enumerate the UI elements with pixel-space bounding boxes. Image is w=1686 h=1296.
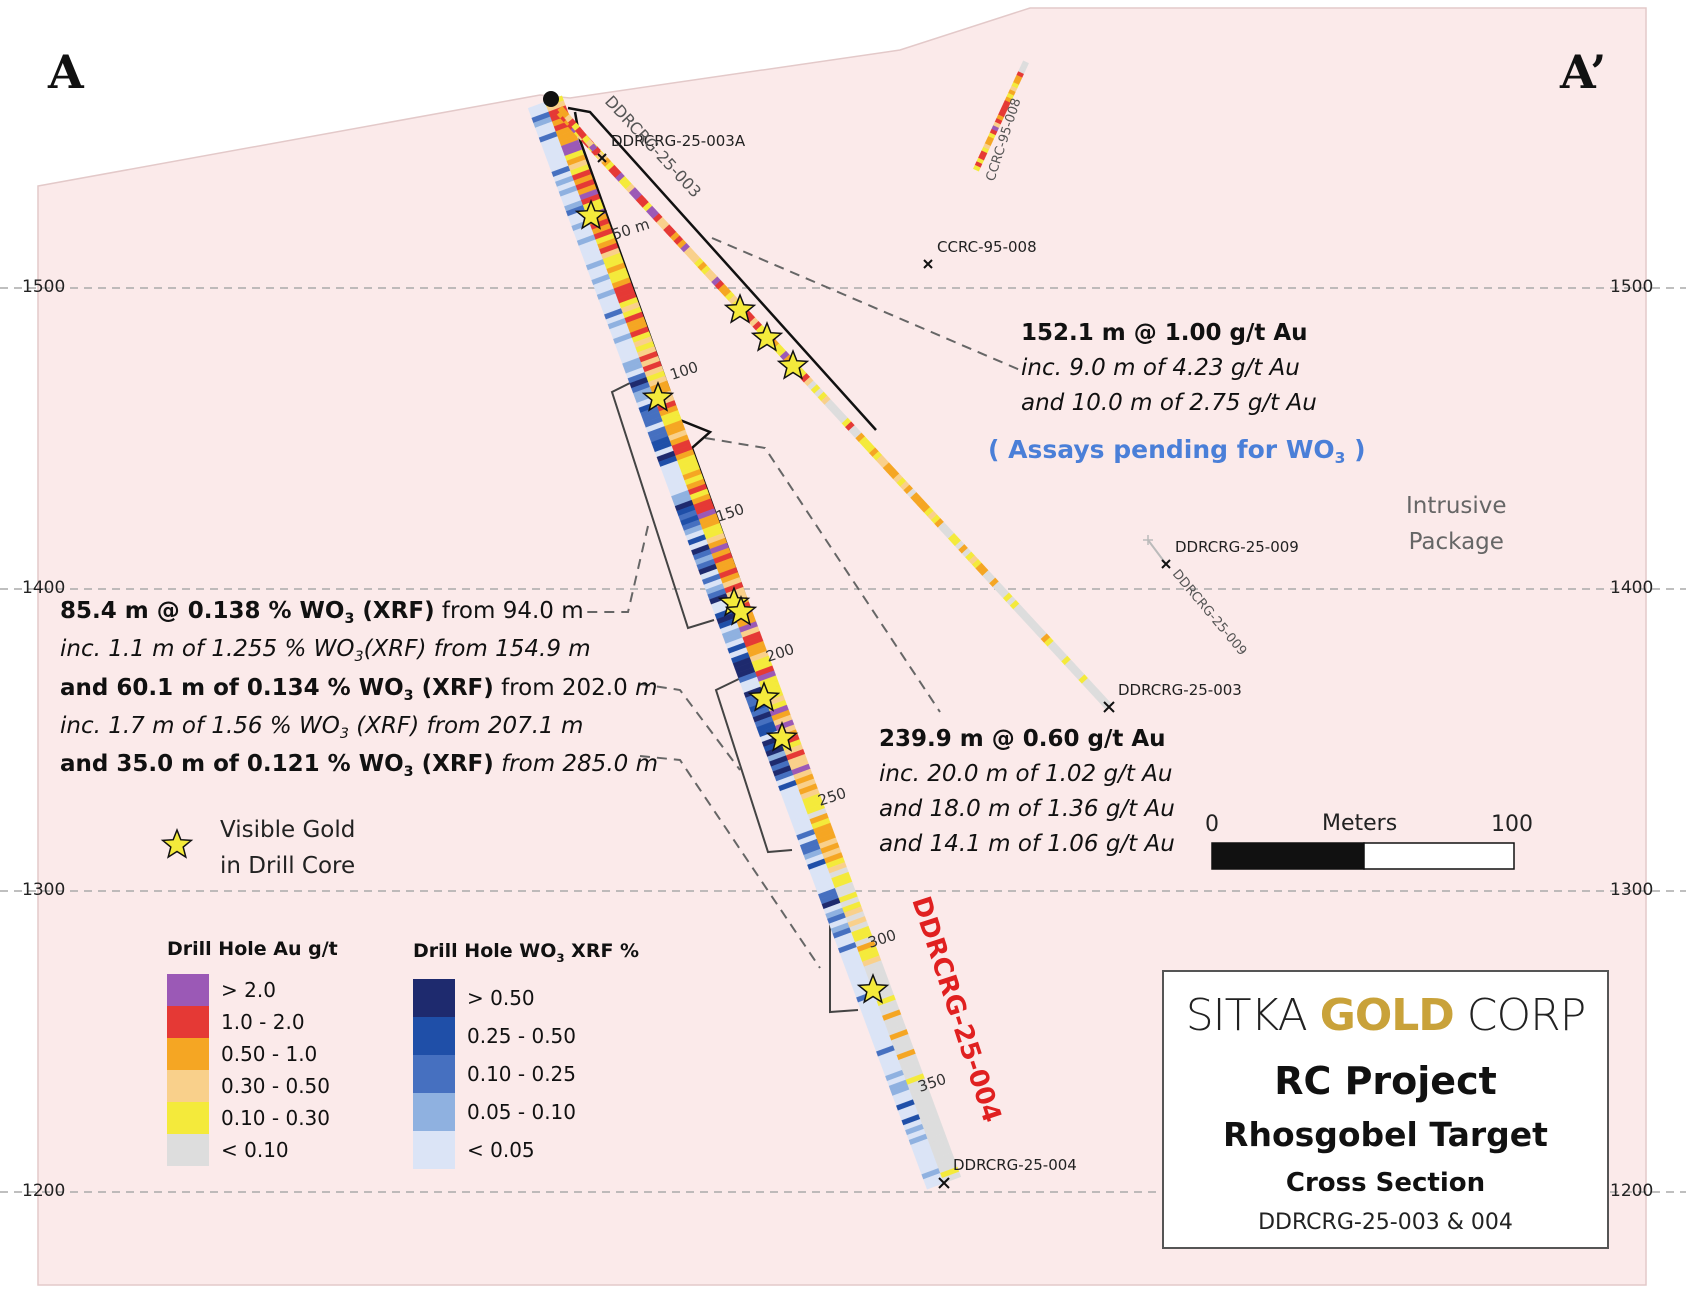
gold-star-icon <box>765 720 799 752</box>
leader-au-003 <box>711 237 1021 371</box>
gold-star-icon <box>747 680 781 712</box>
hole-003-trace <box>556 109 1113 710</box>
scale-bar-white <box>1363 842 1515 870</box>
end-marker-003a <box>597 153 607 163</box>
hole-009-collar <box>1143 535 1153 545</box>
leader-wo3-3 <box>639 755 821 969</box>
leader-lines <box>582 237 1021 969</box>
label-003a: DDRCRG-25-003A <box>611 132 746 150</box>
leader-wo3-2 <box>639 683 741 771</box>
scale-bar-title: Meters <box>1322 811 1397 836</box>
hole-ccrc-trace <box>973 60 1029 172</box>
label-009: DDRCRG-25-009 <box>1175 538 1299 556</box>
bracket-au-003 <box>567 106 877 431</box>
gold-star-icon <box>776 348 810 380</box>
section-label-left: A <box>47 45 85 99</box>
scale-bar: 0 Meters 100 <box>1205 811 1533 870</box>
section-area <box>37 7 1647 1286</box>
leader-au-004 <box>704 437 941 713</box>
end-marker-009 <box>1161 559 1171 569</box>
collar-marker <box>543 91 559 107</box>
label-003-bottom: DDRCRG-25-003 <box>1118 681 1242 699</box>
drill-holes <box>527 60 1167 1190</box>
scale-bar-zero: 0 <box>1205 812 1219 837</box>
gold-star-icon <box>641 380 675 412</box>
end-marker-004 <box>938 1177 950 1189</box>
hole-end-markers <box>597 153 1171 1189</box>
end-marker-ccrc <box>923 259 933 269</box>
hole-ccrc-trace-segment <box>973 164 981 172</box>
scale-bar-black <box>1211 842 1365 870</box>
bracket-wo3-2 <box>714 675 793 854</box>
bracket-wo3-1 <box>610 377 715 630</box>
gold-star-icon <box>750 320 784 352</box>
legend-star-icon <box>160 827 194 859</box>
section-label-right: A’ <box>1559 45 1606 99</box>
scale-bar-hundred: 100 <box>1491 812 1533 837</box>
gold-star-icon <box>856 972 890 1004</box>
leader-wo3-1 <box>582 525 649 613</box>
hole-004-wo3-strip <box>527 101 945 1190</box>
label-ccrc: CCRC-95-008 <box>937 238 1037 256</box>
hole-003a-trace <box>557 105 605 161</box>
gold-star-icon <box>574 198 608 230</box>
end-marker-003 <box>1103 701 1115 713</box>
visible-gold-stars <box>574 198 890 1004</box>
label-004-bottom: DDRCRG-25-004 <box>953 1156 1077 1174</box>
gold-star-icon <box>724 594 758 626</box>
gold-star-icon <box>723 292 757 324</box>
